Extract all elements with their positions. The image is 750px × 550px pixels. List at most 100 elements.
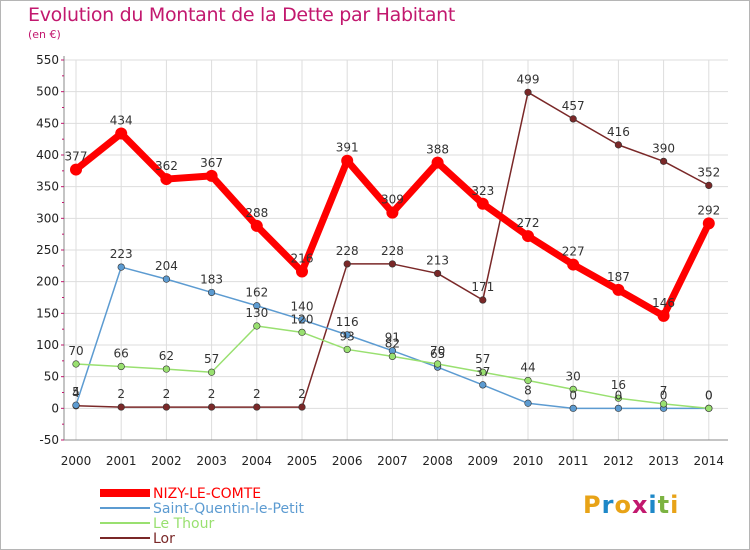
data-label: 16 — [611, 378, 626, 392]
data-label: 130 — [245, 306, 268, 320]
data-point — [614, 404, 623, 412]
data-point — [567, 258, 580, 271]
data-label: 309 — [381, 193, 404, 207]
y-tick-label: 400 — [36, 148, 59, 162]
data-point — [70, 163, 82, 176]
data-point — [702, 217, 715, 230]
data-label: 116 — [336, 315, 359, 329]
data-label: 140 — [291, 300, 314, 314]
x-tick-label: 2010 — [513, 454, 544, 468]
data-point — [115, 127, 128, 140]
data-label: 187 — [607, 270, 630, 284]
data-label: 228 — [336, 244, 359, 258]
x-tick-label: 2011 — [558, 454, 589, 468]
legend-label: Lor — [153, 531, 175, 547]
data-point — [162, 275, 170, 283]
data-label: 390 — [652, 141, 675, 155]
y-tick-label: 150 — [36, 306, 59, 320]
x-tick-label: 2009 — [468, 454, 499, 468]
data-label: 65 — [430, 347, 445, 361]
grid — [64, 59, 728, 441]
data-label: 292 — [697, 203, 720, 217]
data-point — [388, 352, 397, 361]
data-label: 171 — [471, 280, 494, 294]
data-point — [524, 399, 532, 407]
data-point — [72, 360, 80, 368]
data-point — [208, 403, 216, 411]
data-label: 91 — [385, 331, 400, 345]
data-label: 8 — [524, 383, 532, 397]
data-label: 323 — [471, 184, 494, 198]
data-point — [388, 260, 397, 268]
data-label: 434 — [110, 113, 133, 127]
data-point — [250, 219, 263, 232]
data-point — [431, 156, 444, 169]
data-label: 44 — [520, 360, 535, 374]
y-tick-label: 550 — [36, 53, 59, 67]
data-point — [524, 88, 532, 96]
data-label: 0 — [569, 388, 577, 402]
data-point — [705, 181, 713, 189]
data-point — [162, 403, 170, 411]
logo-letter: x — [631, 491, 649, 519]
data-point — [160, 173, 173, 186]
data-label: 37 — [475, 365, 490, 379]
data-label: 82 — [385, 336, 400, 350]
logo-letter: r — [601, 491, 615, 519]
data-label: 388 — [426, 143, 449, 157]
x-tick-label: 2000 — [61, 454, 92, 468]
y-tick-label: 0 — [51, 401, 59, 415]
data-label: 272 — [517, 216, 540, 230]
data-point — [298, 316, 306, 324]
data-point — [522, 230, 534, 243]
chart-subtitle: (en €) — [28, 28, 61, 41]
data-label: 227 — [562, 245, 585, 259]
legend-label: Le Thour — [153, 516, 214, 532]
data-point — [524, 376, 532, 385]
data-point — [253, 302, 261, 310]
data-label: 228 — [381, 244, 404, 258]
data-label: 70 — [430, 344, 445, 358]
data-label: 216 — [291, 252, 314, 266]
data-point — [208, 288, 216, 297]
y-tick-label: 50 — [44, 370, 59, 384]
data-labels: 4 2 2 2 2 2 228 228 213 171 499 457 416 390 352 5 223 204… — [65, 72, 721, 402]
x-tick-label: 2004 — [242, 454, 273, 468]
logo-letter: P — [583, 491, 602, 519]
data-label: 213 — [426, 253, 449, 267]
data-point — [253, 403, 261, 411]
data-point — [434, 360, 442, 368]
data-label: 62 — [159, 349, 174, 363]
data-label: 57 — [204, 352, 219, 366]
data-label: 288 — [245, 206, 268, 220]
data-point — [569, 385, 577, 393]
data-label: 7 — [660, 384, 668, 398]
data-point — [479, 381, 487, 389]
legend-label: Saint-Quentin-le-Petit — [153, 501, 304, 517]
y-tick-label: 450 — [36, 116, 59, 130]
data-label: 2 — [253, 387, 261, 401]
data-point — [162, 365, 170, 373]
x-tick-label: 2003 — [196, 454, 227, 468]
data-label: 362 — [155, 159, 178, 173]
chart-title: Evolution du Montant de la Dette par Hab… — [28, 4, 456, 26]
data-point — [343, 260, 351, 268]
y-tick-label: 350 — [36, 180, 59, 194]
data-point — [343, 331, 351, 339]
x-axis-ticks: 2000 2001 2002 2003 2004 2005 2006 2007 2008 2009… — [61, 454, 724, 468]
data-label: 367 — [200, 156, 223, 170]
x-tick-label: 2007 — [377, 454, 408, 468]
x-tick-label: 2014 — [694, 454, 725, 468]
axes — [63, 56, 728, 441]
logo-letter: t — [657, 491, 671, 519]
data-point — [343, 345, 351, 354]
data-label: 2 — [163, 387, 171, 401]
logo-letter: i — [648, 491, 658, 519]
y-tick-label: -50 — [39, 433, 59, 447]
data-point — [479, 368, 487, 376]
legend-label: NIZY-LE-COMTE — [153, 486, 261, 502]
data-label: 499 — [517, 72, 540, 86]
logo-letter: i — [670, 491, 680, 519]
data-label: 223 — [110, 247, 133, 261]
